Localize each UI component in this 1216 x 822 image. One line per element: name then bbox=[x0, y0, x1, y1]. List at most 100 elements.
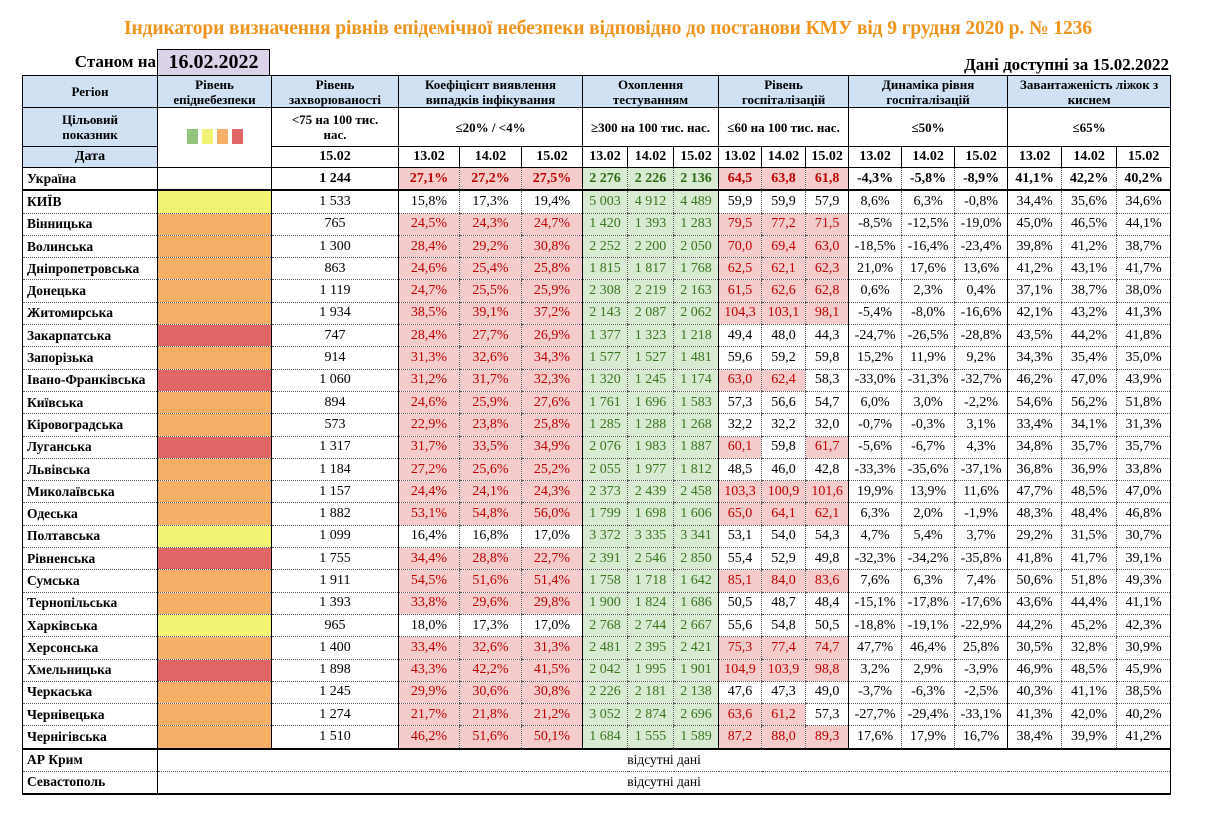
oxygen-beds-value: 51,8% bbox=[1116, 391, 1172, 415]
oxygen-beds-value: 41,1% bbox=[1116, 592, 1172, 615]
detection-value: 31,7% bbox=[398, 436, 460, 459]
region-name: Луганська bbox=[22, 436, 158, 459]
date-hosp-3: 15.02 bbox=[805, 146, 850, 168]
epidemic-indicators-table: Регіон Рівень епіднебезпеки Рівень захво… bbox=[22, 75, 1172, 795]
detection-value: 31,7% bbox=[459, 369, 522, 392]
detection-value: 41,5% bbox=[520, 659, 583, 682]
testing-value: 1 887 bbox=[673, 436, 719, 459]
detection-value: 42,2% bbox=[459, 659, 522, 682]
hospitalization-value: 61,5 bbox=[718, 279, 762, 303]
hosp-dynamics-value: -18,5% bbox=[848, 235, 902, 259]
hospitalization-value: 63,0 bbox=[805, 235, 849, 259]
oxygen-beds-value: 56,2% bbox=[1061, 391, 1117, 415]
detection-value: 56,0% bbox=[520, 502, 583, 526]
incidence-value: 1 911 bbox=[271, 569, 399, 593]
testing-value: 2 421 bbox=[673, 636, 719, 660]
detection-value: 34,3% bbox=[520, 346, 583, 370]
oxygen-beds-value: 30,7% bbox=[1116, 525, 1172, 549]
detection-value: 17,0% bbox=[520, 614, 583, 638]
date-detection-3: 15.02 bbox=[520, 146, 584, 168]
hospitalization-value: 46,0 bbox=[761, 458, 806, 482]
hospitalization-value: 59,9 bbox=[718, 190, 762, 214]
date-dyn-3: 15.02 bbox=[954, 146, 1009, 168]
region-name: Полтавська bbox=[22, 525, 158, 549]
hosp-dynamics-value: 5,4% bbox=[901, 525, 955, 549]
oxygen-beds-value: 44,1% bbox=[1116, 213, 1172, 236]
testing-value: 2 308 bbox=[582, 279, 628, 303]
region-name: Волинська bbox=[22, 235, 158, 259]
hosp-dynamics-value: -12,5% bbox=[901, 213, 955, 236]
testing-value: 1 606 bbox=[673, 502, 719, 526]
date-detection-2: 14.02 bbox=[459, 146, 522, 168]
detection-value: 31,3% bbox=[520, 636, 583, 660]
oxygen-beds-value: 34,3% bbox=[1007, 346, 1062, 370]
oxygen-beds-value: 31,3% bbox=[1116, 413, 1172, 437]
table-row: Донецька 1 119 24,7% 25,5% 25,9% 2 308 2 219 2 … bbox=[22, 279, 1172, 303]
epidemic-level-cell bbox=[157, 480, 272, 504]
testing-value: 2 226 bbox=[582, 681, 628, 705]
hospitalization-value: 64,5 bbox=[718, 167, 762, 192]
oxygen-beds-value: 48,5% bbox=[1061, 480, 1117, 504]
hospitalization-value: 32,2 bbox=[761, 413, 806, 437]
detection-value: 50,1% bbox=[520, 725, 583, 750]
epidemic-level-cell bbox=[157, 525, 272, 549]
epidemic-level-cell bbox=[157, 391, 272, 415]
detection-value: 23,8% bbox=[459, 413, 522, 437]
oxygen-beds-value: 43,2% bbox=[1061, 302, 1117, 326]
testing-value: 2 768 bbox=[582, 614, 628, 638]
hospitalization-value: 59,2 bbox=[761, 346, 806, 370]
hosp-dynamics-value: 11,6% bbox=[954, 480, 1008, 504]
testing-value: 1 718 bbox=[627, 569, 674, 593]
table-row: Запорізька 914 31,3% 32,6% 34,3% 1 577 1 527 1 … bbox=[22, 346, 1172, 370]
hosp-dynamics-value: 21,0% bbox=[848, 257, 902, 281]
hosp-dynamics-value: -34,2% bbox=[901, 547, 955, 571]
detection-value: 54,8% bbox=[459, 502, 522, 526]
hosp-dynamics-value: -22,9% bbox=[954, 614, 1008, 638]
detection-value: 32,3% bbox=[520, 369, 583, 392]
detection-value: 24,3% bbox=[459, 213, 522, 236]
hosp-dynamics-value: -1,9% bbox=[954, 502, 1008, 526]
hospitalization-value: 59,8 bbox=[805, 346, 849, 370]
table-row: Рівненська 1 755 34,4% 28,8% 22,7% 2 391 2 546… bbox=[22, 547, 1172, 571]
target-label: Цільовий показник bbox=[22, 107, 158, 147]
detection-value: 27,2% bbox=[398, 458, 460, 482]
testing-value: 1 577 bbox=[582, 346, 628, 370]
incidence-value: 1 317 bbox=[271, 436, 399, 459]
hospitalization-value: 50,5 bbox=[805, 614, 849, 638]
level-orange-swatch bbox=[216, 128, 228, 144]
region-name: Чернігівська bbox=[22, 725, 158, 750]
hospitalization-value: 83,6 bbox=[805, 569, 849, 593]
hosp-dynamics-value: 6,3% bbox=[848, 502, 902, 526]
detection-value: 34,9% bbox=[520, 436, 583, 459]
detection-value: 26,9% bbox=[520, 324, 583, 348]
date-testing-3: 15.02 bbox=[673, 146, 720, 168]
epidemic-level-cell bbox=[157, 235, 272, 259]
target-oxygen-beds: ≤65% bbox=[1007, 107, 1172, 147]
detection-value: 16,4% bbox=[398, 525, 460, 549]
hosp-dynamics-value: 4,7% bbox=[848, 525, 902, 549]
hosp-dynamics-value: -24,7% bbox=[848, 324, 902, 348]
detection-value: 19,4% bbox=[520, 190, 583, 214]
hosp-dynamics-value: -31,3% bbox=[901, 369, 955, 392]
hosp-dynamics-value: -5,8% bbox=[901, 167, 955, 192]
hospitalization-value: 103,3 bbox=[718, 480, 762, 504]
testing-value: 1 758 bbox=[582, 569, 628, 593]
hosp-dynamics-value: -23,4% bbox=[954, 235, 1008, 259]
page-title: Індикатори визначення рівнів епідемічної… bbox=[124, 18, 1092, 39]
epidemic-level-cell bbox=[157, 614, 272, 638]
oxygen-beds-value: 46,5% bbox=[1061, 213, 1117, 236]
incidence-value: 747 bbox=[271, 324, 399, 348]
detection-value: 29,2% bbox=[459, 235, 522, 259]
detection-value: 32,6% bbox=[459, 636, 522, 660]
hospitalization-value: 48,7 bbox=[761, 592, 806, 615]
hosp-dynamics-value: 46,4% bbox=[901, 636, 955, 660]
incidence-value: 894 bbox=[271, 391, 399, 415]
table-row: Полтавська 1 099 16,4% 16,8% 17,0% 3 372 3 335… bbox=[22, 525, 1172, 549]
hosp-dynamics-value: -8,9% bbox=[954, 167, 1008, 192]
hosp-dynamics-value: 17,6% bbox=[901, 257, 955, 281]
date-incidence: 15.02 bbox=[271, 146, 399, 168]
testing-value: 1 420 bbox=[582, 213, 628, 236]
oxygen-beds-value: 32,8% bbox=[1061, 636, 1117, 660]
detection-value: 33,8% bbox=[398, 592, 460, 615]
detection-value: 30,8% bbox=[520, 681, 583, 705]
